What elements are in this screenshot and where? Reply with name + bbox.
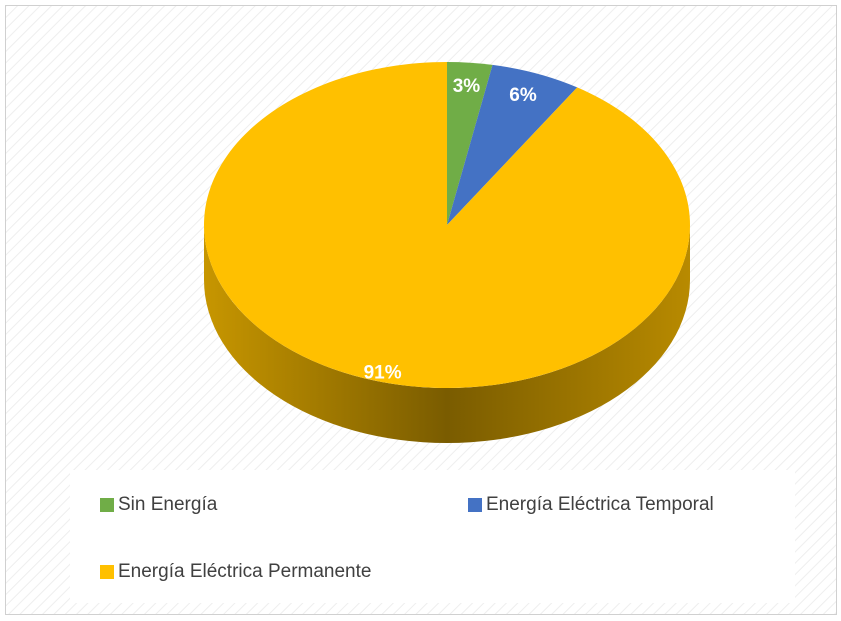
pie-slice: [447, 62, 493, 225]
legend-swatch: [100, 565, 114, 579]
legend-label: Energía Eléctrica Temporal: [486, 494, 714, 515]
data-label: 6%: [509, 85, 537, 106]
pie-slice: [203, 62, 690, 388]
pie-side: [204, 225, 690, 443]
legend-box: [70, 470, 795, 603]
data-label: 3%: [453, 76, 481, 97]
legend-label: Energía Eléctrica Permanente: [118, 561, 371, 582]
data-label: 91%: [364, 363, 402, 384]
legend-swatch: [100, 498, 114, 512]
legend-label: Sin Energía: [118, 494, 218, 515]
pie-slice: [447, 64, 578, 225]
legend-swatch: [468, 498, 482, 512]
